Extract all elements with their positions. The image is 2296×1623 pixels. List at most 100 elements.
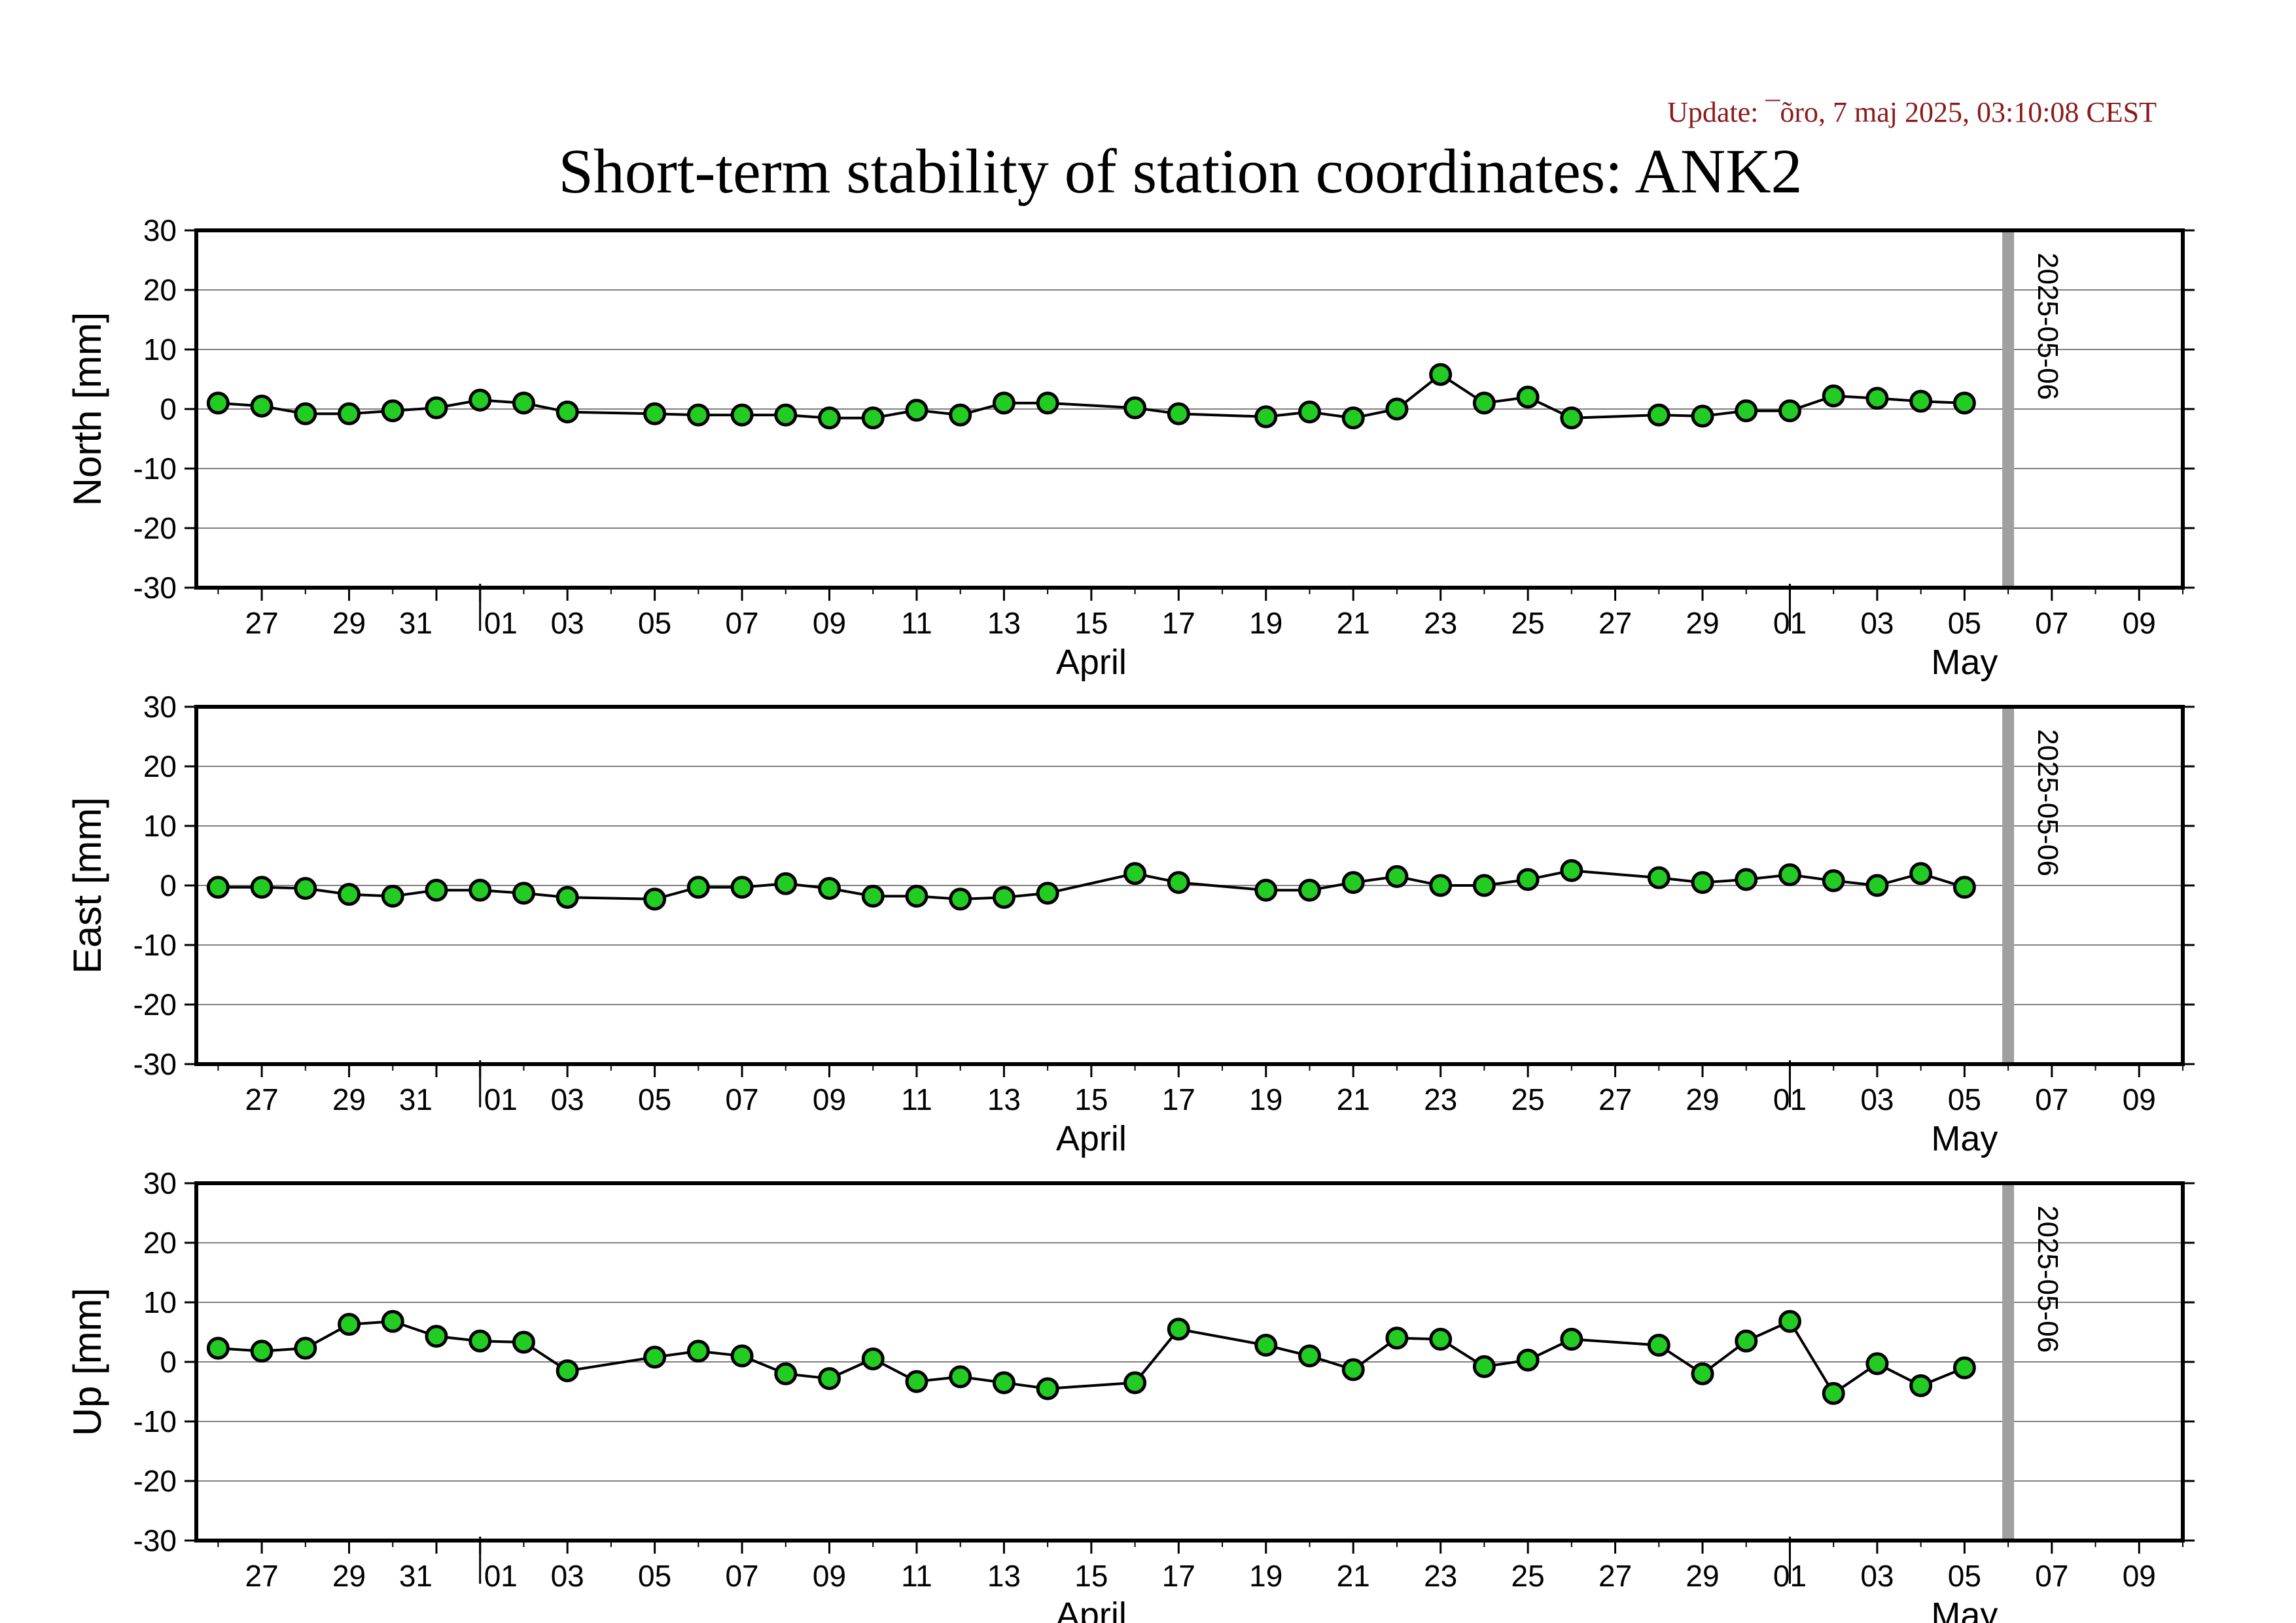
data-point: [1516, 868, 1540, 891]
month-label: May: [1931, 1119, 1998, 1158]
y-tick-label: -20: [133, 511, 177, 545]
data-point: [905, 884, 928, 908]
x-tick-label: 05: [638, 1082, 671, 1116]
x-tick-label: 21: [1337, 1082, 1370, 1116]
x-tick-label: 17: [1162, 606, 1195, 640]
data-point: [686, 876, 710, 899]
data-point: [425, 1325, 448, 1348]
data-point: [643, 887, 667, 911]
x-tick-label: 03: [1860, 1559, 1894, 1593]
x-tick-label: 29: [332, 606, 366, 640]
data-point: [468, 878, 492, 902]
y-axis-label: North [mm]: [65, 312, 109, 507]
x-tick-label: 07: [725, 1082, 758, 1116]
x-tick-label: 27: [245, 606, 279, 640]
data-point: [1472, 391, 1496, 415]
x-tick-label: 05: [1948, 1082, 1981, 1116]
y-tick-label: -10: [133, 452, 177, 486]
data-point: [1865, 874, 1889, 897]
data-point: [206, 1336, 230, 1360]
data-point: [338, 402, 361, 425]
data-point: [206, 876, 230, 899]
x-tick-label: 13: [987, 606, 1021, 640]
data-point: [1560, 1327, 1583, 1351]
data-point: [512, 882, 535, 905]
x-tick-label: 23: [1424, 606, 1457, 640]
data-point: [1385, 397, 1409, 421]
y-tick-label: -10: [133, 928, 177, 962]
data-point: [425, 396, 448, 419]
y-tick-label: 20: [143, 273, 177, 307]
data-point: [1298, 1344, 1321, 1368]
y-tick-label: 0: [160, 392, 177, 426]
data-point: [294, 1336, 317, 1360]
x-tick-label: 13: [987, 1082, 1021, 1116]
data-point: [1036, 391, 1059, 415]
x-tick-label: 31: [399, 1559, 433, 1593]
y-tick-label: 30: [143, 1166, 177, 1200]
x-tick-label: 03: [551, 606, 584, 640]
y-tick-label: 20: [143, 749, 177, 783]
data-point: [1429, 363, 1453, 386]
data-point: [643, 402, 667, 425]
x-tick-label: 15: [1074, 1082, 1108, 1116]
data-point: [1254, 405, 1278, 429]
x-tick-label: 27: [245, 1559, 279, 1593]
data-point: [774, 1362, 798, 1385]
data-point: [861, 406, 885, 430]
y-tick-label: -20: [133, 1464, 177, 1498]
x-tick-label: 17: [1162, 1082, 1195, 1116]
panels: 2025-05-06 30 20 10 0 -10 -20 -30 North [mm] 27 29…: [65, 213, 2195, 1623]
data-point: [1298, 401, 1321, 424]
data-point: [1516, 1348, 1540, 1372]
x-tick-label: 01: [484, 1559, 518, 1593]
x-tick-label: 11: [901, 1559, 932, 1593]
y-tick-label: -30: [133, 1047, 177, 1081]
data-point: [1341, 870, 1365, 894]
y-axis-label: Up [mm]: [65, 1288, 109, 1436]
x-tick-label: 25: [1511, 1559, 1545, 1593]
y-axis-label: East [mm]: [65, 797, 109, 974]
data-point: [774, 872, 798, 895]
x-tick-label: 31: [399, 606, 433, 640]
data-point: [1123, 396, 1147, 419]
x-tick-label: 07: [725, 1559, 758, 1593]
x-tick-label: 27: [1598, 606, 1632, 640]
data-point: [206, 391, 230, 415]
data-point: [1560, 859, 1583, 882]
data-point: [1341, 406, 1365, 430]
x-tick-label: 11: [901, 606, 932, 640]
data-point: [818, 406, 841, 430]
data-point: [294, 402, 317, 425]
data-point: [1909, 1374, 1933, 1397]
month-label: April: [1056, 1119, 1127, 1158]
data-point: [1822, 1382, 1845, 1405]
x-tick-label: 15: [1074, 606, 1108, 640]
data-point: [1778, 863, 1801, 887]
data-point: [686, 403, 710, 427]
y-tick-label: -30: [133, 571, 177, 605]
data-point: [250, 394, 274, 418]
y-tick-label: -10: [133, 1404, 177, 1438]
data-point: [1429, 874, 1453, 897]
data-point: [1822, 384, 1845, 408]
x-tick-label: 09: [813, 606, 846, 640]
data-point: [1647, 866, 1670, 889]
data-point: [905, 399, 928, 422]
panel-up: 2025-05-06 30 20 10 0 -10 -20 -30 Up [mm] 27 29 31 0…: [65, 1166, 2195, 1623]
update-timestamp: Update: ¯õro, 7 maj 2025, 03:10:08 CEST: [1667, 96, 2157, 128]
month-label: May: [1931, 643, 1998, 682]
y-tick-label: 20: [143, 1226, 177, 1260]
data-point: [1691, 1362, 1714, 1385]
data-point: [425, 878, 448, 902]
chart-title: Short-term stability of station coordina…: [558, 136, 1802, 206]
x-tick-label: 07: [2035, 606, 2068, 640]
x-tick-label: 01: [484, 1082, 518, 1116]
x-tick-label: 21: [1337, 1559, 1370, 1593]
data-point: [338, 883, 361, 906]
data-point: [1036, 1377, 1059, 1400]
data-point: [1560, 406, 1583, 430]
data-point: [556, 1359, 579, 1383]
x-tick-label: 29: [1686, 606, 1719, 640]
x-tick-label: 03: [1860, 1082, 1894, 1116]
